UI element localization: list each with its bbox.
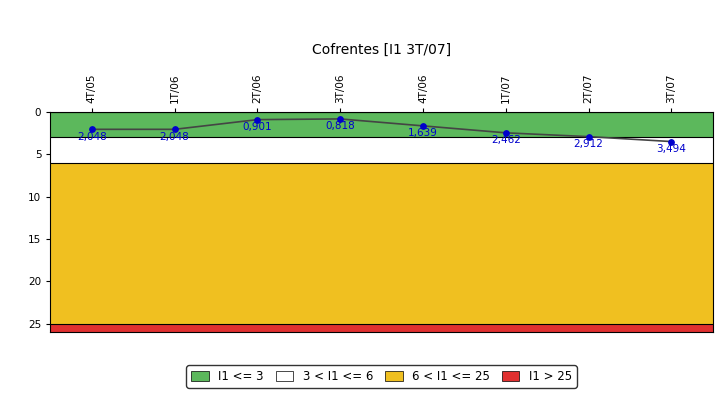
Point bbox=[500, 130, 511, 136]
Point bbox=[666, 138, 678, 145]
Legend: I1 <= 3, 3 < I1 <= 6, 6 < I1 <= 25, I1 > 25: I1 <= 3, 3 < I1 <= 6, 6 < I1 <= 25, I1 >… bbox=[186, 365, 577, 388]
Point bbox=[169, 126, 181, 132]
Text: 2,912: 2,912 bbox=[574, 139, 603, 149]
Title: Cofrentes [I1 3T/07]: Cofrentes [I1 3T/07] bbox=[312, 43, 451, 57]
Bar bbox=[50, 163, 713, 324]
Point bbox=[418, 123, 429, 129]
Point bbox=[252, 116, 264, 123]
Point bbox=[582, 134, 594, 140]
Text: 0,818: 0,818 bbox=[325, 121, 355, 131]
Text: 1,639: 1,639 bbox=[408, 128, 438, 138]
Text: 0,901: 0,901 bbox=[243, 122, 272, 132]
Bar bbox=[50, 112, 713, 137]
Bar bbox=[50, 324, 713, 332]
Text: 2,462: 2,462 bbox=[491, 135, 521, 145]
Text: 2,048: 2,048 bbox=[160, 132, 189, 142]
Bar bbox=[50, 137, 713, 163]
Point bbox=[334, 116, 346, 122]
Text: 2,048: 2,048 bbox=[77, 132, 107, 142]
Text: 3,494: 3,494 bbox=[657, 144, 686, 154]
Point bbox=[86, 126, 98, 132]
